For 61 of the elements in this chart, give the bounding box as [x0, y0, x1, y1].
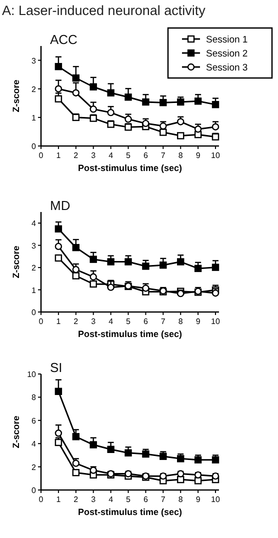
- x-tick-label: 8: [178, 317, 184, 326]
- y-tick-label: 8: [32, 393, 37, 402]
- chart-title: MD: [50, 198, 70, 213]
- x-tick-label: 5: [126, 317, 132, 326]
- y-tick-label: 1: [32, 113, 37, 122]
- x-tick-label: 10: [211, 495, 221, 504]
- x-tick-label: 8: [178, 151, 184, 160]
- chart-title: A: Laser-induced neuronal activity: [2, 3, 206, 18]
- x-tick-label: 1: [56, 151, 62, 160]
- x-tick-label: 4: [108, 151, 114, 160]
- x-tick-label: 6: [143, 317, 148, 326]
- x-tick-label: 3: [91, 495, 96, 504]
- y-tick-label: 0: [32, 142, 37, 151]
- y-tick-label: 10: [27, 370, 37, 379]
- x-tick-label: 2: [74, 317, 79, 326]
- x-tick-label: 6: [143, 151, 148, 160]
- x-tick-label: 9: [196, 151, 201, 160]
- y-tick-label: 3: [32, 56, 37, 66]
- x-tick-label: 2: [74, 151, 79, 160]
- x-tick-label: 2: [74, 495, 79, 504]
- x-tick-label: 4: [108, 495, 114, 504]
- x-tick-label: 9: [196, 495, 201, 504]
- chart-subtitle: ACC: [50, 32, 78, 47]
- x-tick-label: 3: [91, 151, 96, 160]
- y-tick-label: 2: [32, 462, 37, 472]
- x-tick-label: 1: [56, 317, 62, 326]
- x-tick-label: 4: [108, 317, 114, 326]
- y-tick-label: 2: [32, 84, 37, 94]
- y-tick-label: 0: [32, 308, 37, 317]
- x-axis-title: Post-stimulus time (sec): [78, 329, 182, 339]
- x-tick-label: 0: [38, 317, 44, 326]
- chart-title: SI: [50, 360, 62, 375]
- x-tick-label: 0: [38, 151, 44, 160]
- y-tick-label: 6: [32, 416, 37, 426]
- legend-label: Session 1: [206, 34, 248, 46]
- y-tick-label: 4: [32, 440, 37, 449]
- y-tick-label: 0: [32, 486, 37, 495]
- x-tick-label: 10: [211, 151, 221, 160]
- x-tick-label: 5: [126, 495, 132, 504]
- x-tick-label: 9: [196, 317, 201, 326]
- y-tick-label: 1: [32, 286, 37, 295]
- x-tick-label: 10: [211, 317, 221, 326]
- y-tick-label: 2: [32, 264, 37, 273]
- x-tick-label: 3: [91, 317, 96, 326]
- y-axis-title: Z-score: [11, 416, 21, 448]
- y-axis-title: Z-score: [11, 80, 21, 112]
- x-tick-label: 7: [160, 317, 166, 326]
- x-axis-title: Post-stimulus time (sec): [78, 507, 182, 517]
- x-axis-title: Post-stimulus time (sec): [78, 163, 182, 173]
- legend-label: Session 3: [206, 62, 248, 74]
- x-tick-label: 8: [178, 495, 184, 504]
- legend-label: Session 2: [206, 48, 248, 60]
- x-tick-label: 7: [160, 151, 166, 160]
- x-tick-label: 5: [126, 151, 132, 160]
- x-tick-label: 0: [38, 495, 44, 504]
- x-tick-label: 7: [160, 495, 166, 504]
- x-tick-label: 1: [56, 495, 62, 504]
- y-tick-label: 3: [32, 241, 37, 250]
- x-tick-label: 6: [143, 495, 148, 504]
- y-axis-title: Z-score: [11, 246, 21, 278]
- y-tick-label: 4: [32, 219, 37, 228]
